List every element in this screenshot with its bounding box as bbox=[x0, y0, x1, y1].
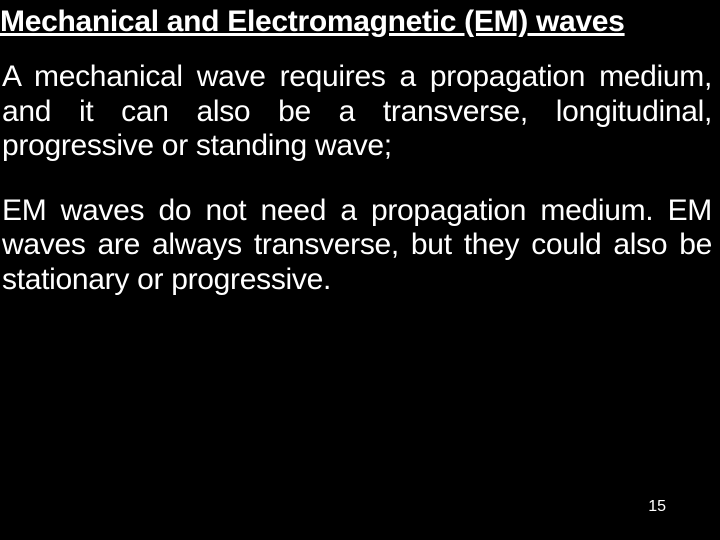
page-number: 15 bbox=[648, 498, 666, 516]
paragraph-1: A mechanical wave requires a propagation… bbox=[0, 60, 720, 164]
slide: Mechanical and Electromagnetic (EM) wave… bbox=[0, 0, 720, 540]
slide-title: Mechanical and Electromagnetic (EM) wave… bbox=[0, 0, 720, 40]
paragraph-2: EM waves do not need a propagation mediu… bbox=[0, 194, 720, 298]
